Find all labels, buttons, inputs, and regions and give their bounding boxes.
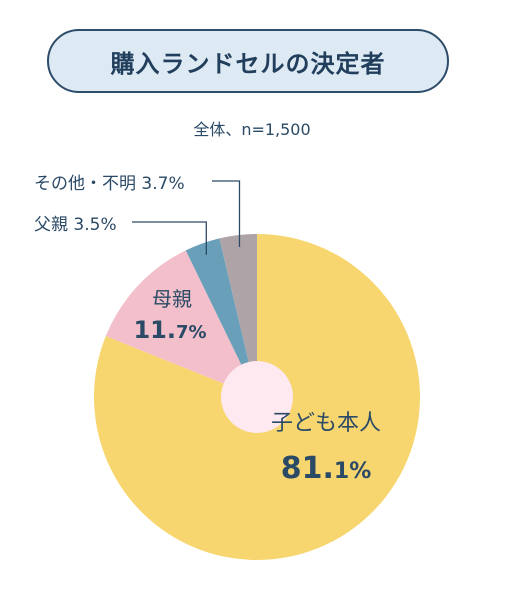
slice-value-child: 81.1% xyxy=(281,451,372,486)
title-pill: 購入ランドセルの決定者 xyxy=(47,29,449,93)
leader-lines xyxy=(132,180,241,255)
slice-mother xyxy=(105,250,257,397)
slice-value-mother-main: 11. xyxy=(133,316,176,344)
slice-label-father: 父親 3.5% xyxy=(34,215,117,235)
leader-line-other xyxy=(212,180,241,248)
slice-value-child-main: 81. xyxy=(281,451,334,486)
slice-father xyxy=(185,238,257,397)
slice-value-mother-small: 7% xyxy=(176,322,207,343)
leader-line-father xyxy=(132,221,207,255)
chart-title: 購入ランドセルの決定者 xyxy=(110,49,386,78)
slice-label-child: 子ども本人 xyxy=(271,411,381,436)
slice-label-other: その他・不明 3.7% xyxy=(34,174,185,194)
center-hole xyxy=(221,361,293,433)
slice-other xyxy=(219,234,257,397)
slice-value-mother: 11.7% xyxy=(133,316,206,344)
slice-value-child-small: 1% xyxy=(334,459,371,484)
chart-subtitle: 全体、n=1,500 xyxy=(193,120,311,139)
slice-label-mother: 母親 xyxy=(152,287,192,311)
